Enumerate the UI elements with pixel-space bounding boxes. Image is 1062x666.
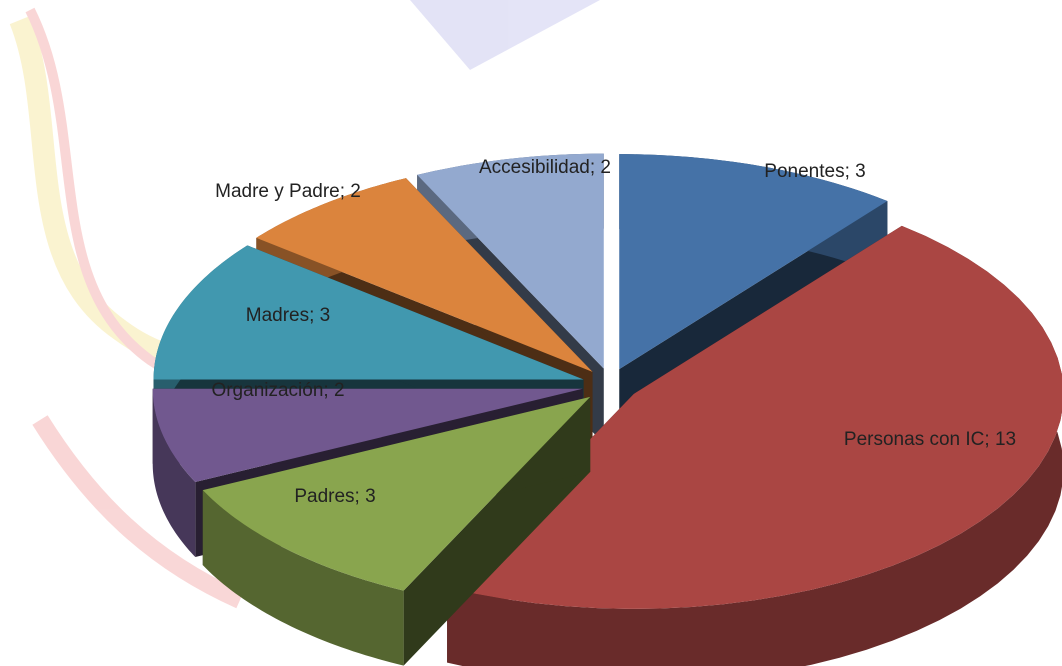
data-label: Organización; 2 [211, 380, 344, 401]
slice-side [202, 490, 404, 666]
slice [256, 178, 593, 372]
data-label: Personas con IC; 13 [844, 429, 1016, 450]
data-label: Padres; 3 [294, 486, 375, 507]
slice [619, 154, 888, 370]
data-label: Madres; 3 [246, 305, 330, 326]
slice [417, 153, 604, 369]
slice [153, 245, 584, 380]
slice-side [447, 225, 1062, 666]
slice-side [152, 388, 196, 558]
data-label: Accesibilidad; 2 [479, 157, 611, 178]
data-label: Ponentes; 3 [764, 161, 865, 182]
slice [152, 388, 583, 483]
slice [202, 396, 591, 666]
data-label: Madre y Padre; 2 [215, 181, 361, 202]
slice [447, 225, 1062, 609]
watermark-stroke [32, 415, 244, 609]
watermark-shape [410, 0, 600, 70]
slice [202, 396, 591, 591]
